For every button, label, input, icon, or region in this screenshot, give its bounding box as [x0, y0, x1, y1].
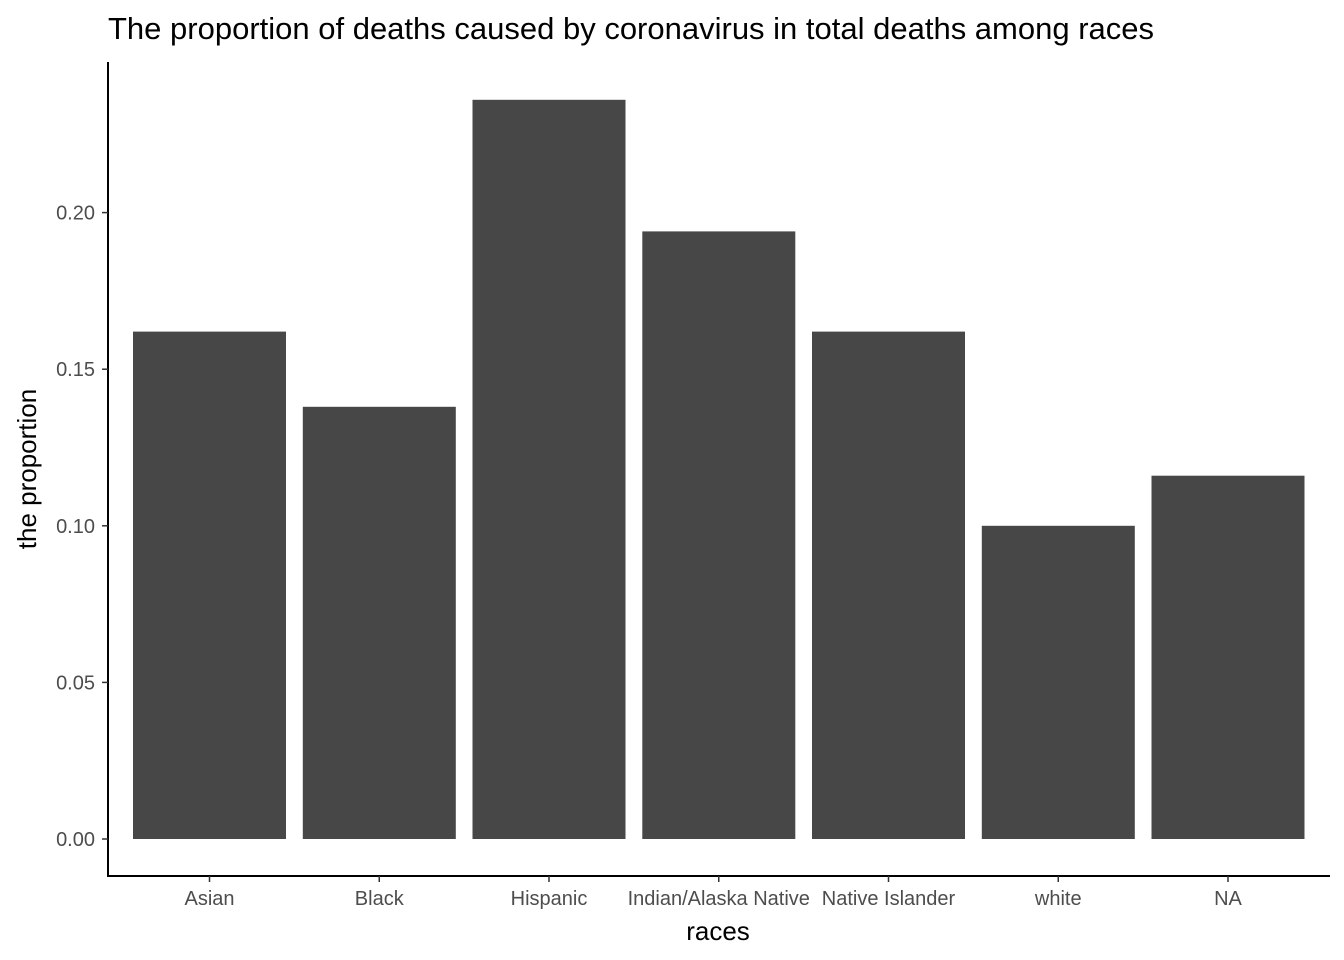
bar-hispanic: [472, 99, 626, 840]
x-ticks-group: Asian Black Hispanic Indian/Alaska Native Na…: [184, 876, 1243, 910]
y-tick-label: 0.20: [56, 203, 95, 225]
x-tick-label: white: [1034, 888, 1082, 910]
bars-group: [133, 99, 1305, 840]
x-tick-label: NA: [1214, 888, 1242, 910]
y-tick-label: 0.05: [56, 672, 95, 694]
x-tick-label: Native Islander: [822, 888, 956, 910]
y-tick-label: 0.00: [56, 829, 95, 851]
bar-native-islander: [812, 331, 965, 839]
x-tick-label: Indian/Alaska Native: [628, 888, 810, 910]
y-tick-label: 0.15: [56, 359, 95, 381]
bar-white: [981, 525, 1135, 839]
x-tick-label: Asian: [184, 888, 234, 910]
bar-indian-alaska-native: [642, 231, 796, 839]
bar-asian: [133, 331, 286, 839]
bar-black: [302, 406, 456, 839]
y-ticks-group: 0.00 0.05 0.10 0.15 0.20: [56, 203, 108, 851]
y-axis-title: the proportion: [12, 389, 42, 549]
x-tick-label: Black: [355, 888, 405, 910]
y-tick-label: 0.10: [56, 516, 95, 538]
x-axis-title: races: [686, 916, 750, 946]
x-tick-label: Hispanic: [511, 888, 588, 910]
chart-title: The proportion of deaths caused by coron…: [108, 11, 1154, 46]
bar-na: [1151, 475, 1305, 839]
